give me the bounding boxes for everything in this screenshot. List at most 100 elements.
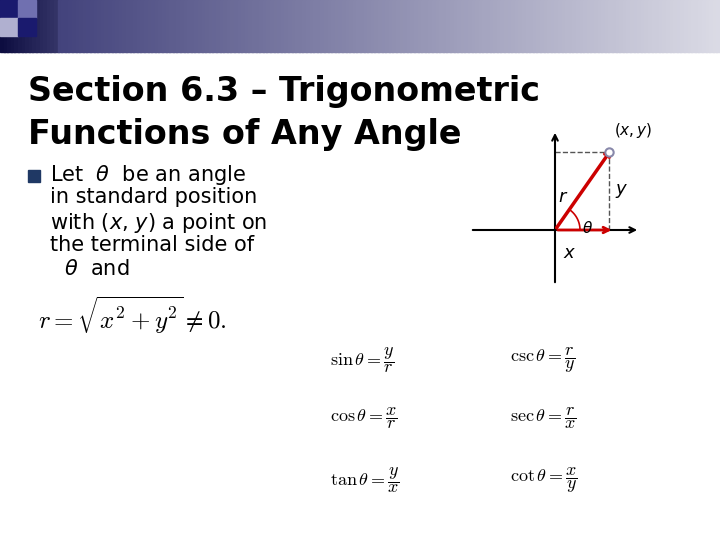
Bar bbox=[684, 0, 688, 52]
Bar bbox=[292, 0, 296, 52]
Bar bbox=[371, 0, 375, 52]
Bar bbox=[0, 0, 18, 18]
Bar bbox=[245, 0, 249, 52]
Bar bbox=[580, 0, 584, 52]
Bar bbox=[385, 0, 390, 52]
Bar bbox=[22, 0, 26, 52]
Bar bbox=[461, 0, 465, 52]
Bar bbox=[439, 0, 444, 52]
Bar bbox=[295, 0, 300, 52]
Bar bbox=[536, 0, 541, 52]
Bar bbox=[158, 0, 163, 52]
Bar bbox=[28, 170, 40, 182]
Bar bbox=[601, 0, 606, 52]
Bar bbox=[238, 0, 242, 52]
Bar bbox=[544, 0, 548, 52]
Bar bbox=[569, 0, 573, 52]
Bar bbox=[364, 0, 368, 52]
Bar bbox=[349, 0, 354, 52]
Bar bbox=[288, 0, 292, 52]
Bar bbox=[166, 0, 170, 52]
Bar bbox=[479, 0, 483, 52]
Bar bbox=[554, 0, 559, 52]
Text: in standard position: in standard position bbox=[50, 187, 257, 207]
Bar bbox=[558, 0, 562, 52]
Bar bbox=[169, 0, 174, 52]
Bar bbox=[50, 0, 55, 52]
Bar bbox=[209, 0, 213, 52]
Text: $\theta$: $\theta$ bbox=[582, 220, 593, 237]
Bar bbox=[644, 0, 649, 52]
Bar bbox=[378, 0, 382, 52]
Bar bbox=[94, 0, 98, 52]
Bar bbox=[54, 0, 58, 52]
Bar bbox=[284, 0, 289, 52]
Bar bbox=[263, 0, 267, 52]
Text: $x$: $x$ bbox=[563, 244, 576, 262]
Text: $r$: $r$ bbox=[557, 188, 568, 206]
Bar bbox=[277, 0, 282, 52]
Bar bbox=[151, 0, 156, 52]
Bar bbox=[328, 0, 332, 52]
Text: the terminal side of: the terminal side of bbox=[50, 235, 254, 255]
Bar bbox=[144, 0, 148, 52]
Bar bbox=[475, 0, 480, 52]
Bar bbox=[220, 0, 224, 52]
Bar bbox=[583, 0, 588, 52]
Bar bbox=[65, 0, 69, 52]
Bar bbox=[450, 0, 454, 52]
Bar bbox=[83, 0, 87, 52]
Bar bbox=[137, 0, 141, 52]
Bar bbox=[612, 0, 616, 52]
Bar bbox=[691, 0, 696, 52]
Bar bbox=[32, 0, 37, 52]
Bar bbox=[529, 0, 534, 52]
Bar bbox=[666, 0, 670, 52]
Bar bbox=[317, 0, 321, 52]
Bar bbox=[590, 0, 595, 52]
Bar bbox=[540, 0, 544, 52]
Bar bbox=[36, 0, 40, 52]
Bar bbox=[7, 0, 12, 52]
Bar bbox=[504, 0, 508, 52]
Bar bbox=[547, 0, 552, 52]
Bar bbox=[0, 18, 18, 36]
Bar bbox=[511, 0, 516, 52]
Text: Functions of Any Angle: Functions of Any Angle bbox=[28, 118, 462, 151]
Bar bbox=[648, 0, 652, 52]
Bar bbox=[320, 0, 325, 52]
Bar bbox=[198, 0, 202, 52]
Bar bbox=[662, 0, 667, 52]
Bar bbox=[637, 0, 642, 52]
Bar bbox=[18, 0, 36, 18]
Bar bbox=[281, 0, 285, 52]
Bar bbox=[410, 0, 415, 52]
Bar bbox=[616, 0, 620, 52]
Bar bbox=[97, 0, 102, 52]
Bar bbox=[630, 0, 634, 52]
Bar bbox=[29, 0, 33, 52]
Bar bbox=[302, 0, 307, 52]
Bar bbox=[108, 0, 112, 52]
Text: with ($x$, $y$) a point on: with ($x$, $y$) a point on bbox=[50, 211, 267, 235]
Bar bbox=[79, 0, 84, 52]
Bar bbox=[241, 0, 246, 52]
Bar bbox=[162, 0, 166, 52]
Bar bbox=[356, 0, 361, 52]
Bar bbox=[274, 0, 278, 52]
Bar bbox=[230, 0, 235, 52]
Bar bbox=[695, 0, 699, 52]
Bar bbox=[72, 0, 76, 52]
Bar bbox=[227, 0, 231, 52]
Bar bbox=[148, 0, 152, 52]
Bar bbox=[500, 0, 505, 52]
Bar bbox=[508, 0, 512, 52]
Bar bbox=[389, 0, 393, 52]
Bar bbox=[335, 0, 339, 52]
Bar bbox=[68, 0, 73, 52]
Bar bbox=[608, 0, 613, 52]
Bar bbox=[205, 0, 210, 52]
Text: $\cos\theta = \dfrac{x}{r}$: $\cos\theta = \dfrac{x}{r}$ bbox=[330, 405, 398, 430]
Bar bbox=[223, 0, 228, 52]
Bar bbox=[407, 0, 411, 52]
